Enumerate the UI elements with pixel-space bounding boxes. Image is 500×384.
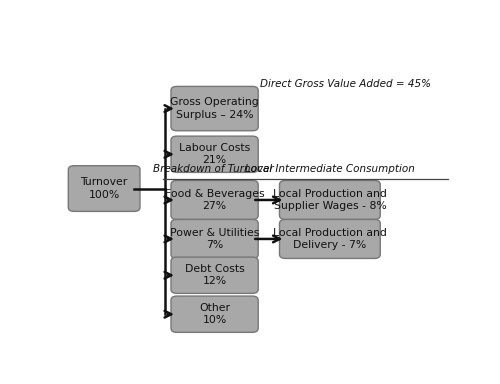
FancyBboxPatch shape (171, 296, 258, 333)
Text: Local Production and
Delivery - 7%: Local Production and Delivery - 7% (273, 228, 387, 250)
FancyBboxPatch shape (171, 220, 258, 258)
Text: Local Intermediate Consumption: Local Intermediate Consumption (245, 164, 415, 174)
Text: Power & Utilities
7%: Power & Utilities 7% (170, 228, 260, 250)
Text: Labour Costs
21%: Labour Costs 21% (179, 143, 250, 166)
FancyBboxPatch shape (171, 180, 258, 220)
FancyBboxPatch shape (280, 220, 380, 258)
Text: Breakdown of Turnover: Breakdown of Turnover (153, 164, 274, 174)
Text: Local Production and
Supplier Wages - 8%: Local Production and Supplier Wages - 8% (273, 189, 387, 211)
Text: Direct Gross Value Added = 45%: Direct Gross Value Added = 45% (260, 79, 431, 89)
Text: Food & Beverages
27%: Food & Beverages 27% (165, 189, 264, 211)
Text: Gross Operating
Surplus – 24%: Gross Operating Surplus – 24% (170, 98, 259, 120)
FancyBboxPatch shape (171, 257, 258, 293)
Text: Other
10%: Other 10% (199, 303, 230, 325)
FancyBboxPatch shape (171, 136, 258, 172)
Text: Turnover
100%: Turnover 100% (80, 177, 128, 200)
FancyBboxPatch shape (171, 86, 258, 131)
Text: Debt Costs
12%: Debt Costs 12% (184, 264, 244, 286)
FancyBboxPatch shape (68, 166, 140, 212)
FancyBboxPatch shape (280, 180, 380, 220)
